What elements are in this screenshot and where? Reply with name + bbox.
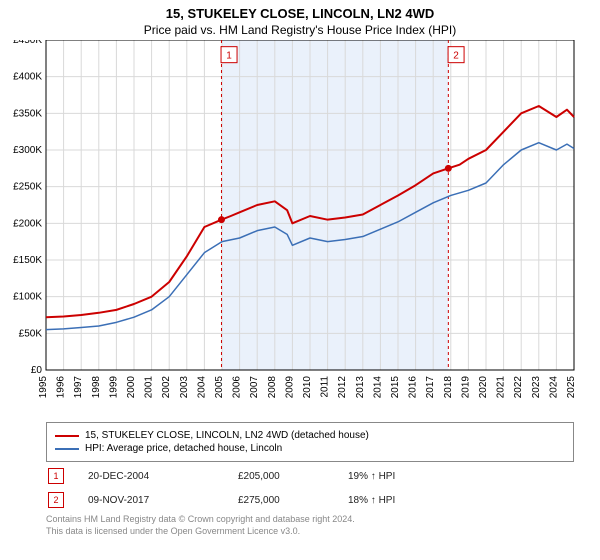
svg-text:2008: 2008 xyxy=(267,376,278,399)
marker-hpi: 18% ↑ HPI xyxy=(348,495,448,506)
footnote-line: This data is licensed under the Open Gov… xyxy=(46,526,574,538)
svg-text:£300K: £300K xyxy=(13,145,42,156)
legend-swatch xyxy=(55,448,79,450)
marker-badge: 1 xyxy=(48,468,64,484)
footnote-line: Contains HM Land Registry data © Crown c… xyxy=(46,514,574,526)
svg-text:2019: 2019 xyxy=(460,376,471,399)
chart-area: £0 £50K £100K £150K £200K £250K £300K £350K £400… xyxy=(0,40,600,420)
marker-badge: 2 xyxy=(48,492,64,508)
marker-date: 09-NOV-2017 xyxy=(88,495,238,506)
svg-text:1997: 1997 xyxy=(73,376,84,399)
svg-text:£150K: £150K xyxy=(13,255,42,266)
svg-text:2009: 2009 xyxy=(284,376,295,399)
svg-text:2016: 2016 xyxy=(408,376,419,399)
svg-text:£200K: £200K xyxy=(13,218,42,229)
svg-text:£450K: £450K xyxy=(13,40,42,46)
svg-text:2004: 2004 xyxy=(196,376,207,399)
legend: 15, STUKELEY CLOSE, LINCOLN, LN2 4WD (de… xyxy=(46,422,574,462)
svg-text:£250K: £250K xyxy=(13,182,42,193)
table-row: 2 09-NOV-2017 £275,000 18% ↑ HPI xyxy=(46,488,574,512)
svg-text:2017: 2017 xyxy=(425,376,436,399)
svg-text:2025: 2025 xyxy=(566,376,577,399)
svg-text:2010: 2010 xyxy=(302,376,313,399)
svg-text:£350K: £350K xyxy=(13,108,42,119)
footnote: Contains HM Land Registry data © Crown c… xyxy=(46,514,574,537)
svg-text:2006: 2006 xyxy=(232,376,243,399)
svg-text:1999: 1999 xyxy=(108,376,119,399)
svg-text:1996: 1996 xyxy=(56,376,67,399)
svg-text:2003: 2003 xyxy=(179,376,190,399)
chart-title: 15, STUKELEY CLOSE, LINCOLN, LN2 4WD xyxy=(0,0,600,21)
marker-table: 1 20-DEC-2004 £205,000 19% ↑ HPI 2 09-NO… xyxy=(46,464,574,512)
svg-text:2014: 2014 xyxy=(372,376,383,399)
svg-text:£400K: £400K xyxy=(13,72,42,83)
svg-text:2015: 2015 xyxy=(390,376,401,399)
svg-text:1: 1 xyxy=(226,51,232,62)
svg-text:£50K: £50K xyxy=(19,328,43,339)
svg-text:£100K: £100K xyxy=(13,292,42,303)
svg-text:2005: 2005 xyxy=(214,376,225,399)
marker-price: £205,000 xyxy=(238,471,348,482)
svg-text:2020: 2020 xyxy=(478,376,489,399)
svg-text:2000: 2000 xyxy=(126,376,137,399)
svg-text:1995: 1995 xyxy=(38,376,49,399)
legend-swatch xyxy=(55,435,79,437)
table-row: 1 20-DEC-2004 £205,000 19% ↑ HPI xyxy=(46,464,574,488)
chart-subtitle: Price paid vs. HM Land Registry's House … xyxy=(0,21,600,41)
svg-text:2007: 2007 xyxy=(249,376,260,399)
marker-date: 20-DEC-2004 xyxy=(88,471,238,482)
svg-text:2022: 2022 xyxy=(513,376,524,399)
chart-svg: £0 £50K £100K £150K £200K £250K £300K £350K £400… xyxy=(0,40,600,420)
svg-text:2002: 2002 xyxy=(161,376,172,399)
svg-text:2012: 2012 xyxy=(337,376,348,399)
svg-text:2001: 2001 xyxy=(144,376,155,399)
svg-text:£0: £0 xyxy=(31,365,43,376)
svg-text:2013: 2013 xyxy=(355,376,366,399)
marker-hpi: 19% ↑ HPI xyxy=(348,471,448,482)
svg-text:2: 2 xyxy=(453,51,459,62)
legend-item: 15, STUKELEY CLOSE, LINCOLN, LN2 4WD (de… xyxy=(55,429,565,442)
chart-container: 15, STUKELEY CLOSE, LINCOLN, LN2 4WD Pri… xyxy=(0,0,600,560)
svg-text:2021: 2021 xyxy=(496,376,507,399)
legend-item: HPI: Average price, detached house, Linc… xyxy=(55,442,565,455)
marker-price: £275,000 xyxy=(238,495,348,506)
svg-text:2011: 2011 xyxy=(320,376,331,398)
svg-text:2018: 2018 xyxy=(443,376,454,399)
legend-label: 15, STUKELEY CLOSE, LINCOLN, LN2 4WD (de… xyxy=(85,430,369,441)
legend-label: HPI: Average price, detached house, Linc… xyxy=(85,443,282,454)
svg-text:2023: 2023 xyxy=(531,376,542,399)
svg-text:1998: 1998 xyxy=(91,376,102,399)
svg-text:2024: 2024 xyxy=(548,376,559,399)
